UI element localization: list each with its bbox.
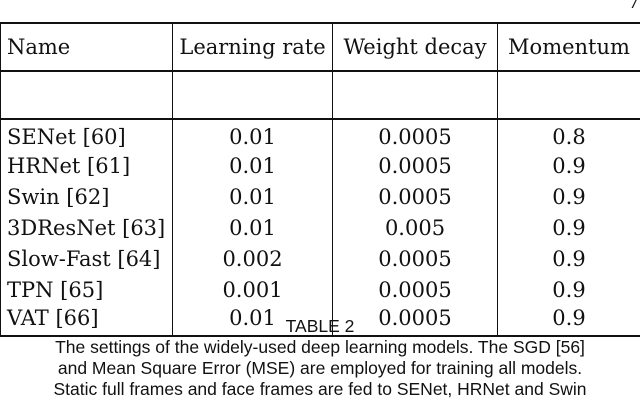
cell-name: HRNet [61] bbox=[0, 150, 173, 181]
table-row: VAT [66] 0.01 0.0005 0.9 bbox=[0, 305, 640, 337]
table-caption: TABLE 2 The settings of the widely-used … bbox=[0, 316, 640, 400]
caption-line-2: and Mean Square Error (MSE) are employed… bbox=[57, 358, 583, 378]
header-weight-decay: Weight decay bbox=[332, 22, 498, 72]
table-row: TPN [65] 0.001 0.0005 0.9 bbox=[0, 274, 640, 305]
caption-line-1: The settings of the widely-used deep lea… bbox=[55, 337, 585, 357]
cell-momentum: 0.9 bbox=[497, 274, 640, 305]
table-row: SENet [60] 0.01 0.0005 0.8 bbox=[0, 119, 640, 150]
cell-weight-decay: 0.0005 bbox=[332, 243, 498, 274]
cell-learning-rate: 0.001 bbox=[172, 274, 333, 305]
cell-weight-decay: 0.0005 bbox=[332, 119, 498, 150]
cell-name: TPN [65] bbox=[0, 274, 173, 305]
cell-learning-rate: 0.01 bbox=[172, 305, 333, 337]
cell-weight-decay: 0.0005 bbox=[332, 181, 498, 212]
cell-name: SENet [60] bbox=[0, 119, 173, 150]
cell-name: 3DResNet [63] bbox=[0, 212, 173, 243]
cell-learning-rate: 0.01 bbox=[172, 181, 333, 212]
header-momentum: Momentum bbox=[497, 22, 640, 72]
caption-label: TABLE 2 bbox=[285, 316, 355, 336]
cell-name: Slow-Fast [64] bbox=[0, 243, 173, 274]
table-body: SENet [60] 0.01 0.0005 0.8 HRNet [61] 0.… bbox=[0, 119, 640, 337]
cell-learning-rate: 0.002 bbox=[172, 243, 333, 274]
cell-weight-decay: 0.0005 bbox=[332, 274, 498, 305]
cell-weight-decay: 0.005 bbox=[332, 212, 498, 243]
table-row: Swin [62] 0.01 0.0005 0.9 bbox=[0, 181, 640, 212]
table-row: 3DResNet [63] 0.01 0.005 0.9 bbox=[0, 212, 640, 243]
cell-learning-rate: 0.01 bbox=[172, 212, 333, 243]
settings-table: Name Learning rate Weight decay Momentum… bbox=[0, 22, 640, 337]
header-double-rule bbox=[0, 71, 640, 120]
cell-momentum: 0.8 bbox=[497, 119, 640, 150]
cell-momentum: 0.9 bbox=[497, 305, 640, 337]
page-number: 7 bbox=[629, 0, 640, 13]
cell-momentum: 0.9 bbox=[497, 243, 640, 274]
cell-name: VAT [66] bbox=[0, 305, 173, 337]
header-row: Name Learning rate Weight decay Momentum bbox=[0, 22, 640, 72]
header-learning-rate: Learning rate bbox=[172, 22, 333, 72]
cell-momentum: 0.9 bbox=[497, 150, 640, 181]
caption-line-3: Static full frames and face frames are f… bbox=[53, 379, 587, 399]
settings-table-container: Name Learning rate Weight decay Momentum… bbox=[0, 22, 640, 337]
cell-learning-rate: 0.01 bbox=[172, 119, 333, 150]
cell-name: Swin [62] bbox=[0, 181, 173, 212]
cell-weight-decay: 0.0005 bbox=[332, 150, 498, 181]
header-name: Name bbox=[0, 22, 173, 72]
table-row: Slow-Fast [64] 0.002 0.0005 0.9 bbox=[0, 243, 640, 274]
table-header: Name Learning rate Weight decay Momentum bbox=[0, 22, 640, 120]
cell-momentum: 0.9 bbox=[497, 212, 640, 243]
cell-learning-rate: 0.01 bbox=[172, 150, 333, 181]
table-row: HRNet [61] 0.01 0.0005 0.9 bbox=[0, 150, 640, 181]
cell-momentum: 0.9 bbox=[497, 181, 640, 212]
cell-weight-decay: 0.0005 bbox=[332, 305, 498, 337]
